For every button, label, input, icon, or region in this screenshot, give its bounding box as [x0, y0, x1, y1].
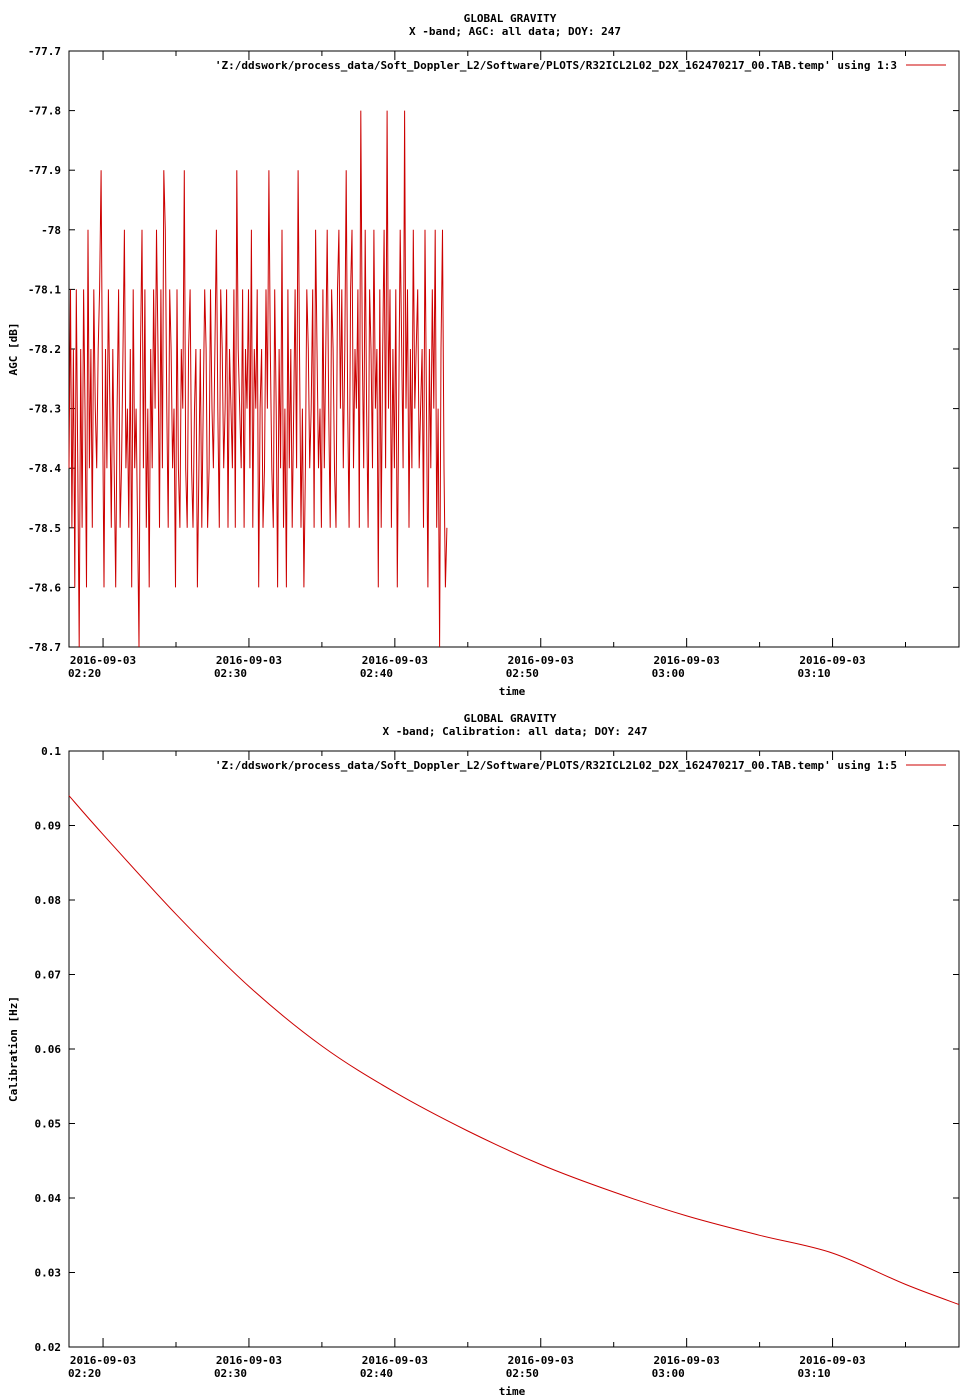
y-tick-label: -77.8: [28, 105, 61, 118]
y-tick-label: -77.7: [28, 45, 61, 58]
chart-subtitle: X -band; AGC: all data; DOY: 247: [409, 25, 621, 38]
x-tick-date-label: 2016-09-03: [799, 1354, 865, 1367]
x-axis-label: time: [499, 1385, 526, 1398]
y-tick-label: 0.04: [35, 1192, 62, 1205]
y-tick-label: 0.06: [35, 1043, 62, 1056]
series-line-calibration: [68, 795, 960, 1305]
y-tick-label: -78.7: [28, 641, 61, 654]
x-tick-date-label: 2016-09-03: [654, 1354, 720, 1367]
y-tick-label: 0.07: [35, 969, 62, 982]
y-tick-label: -78.5: [28, 522, 61, 535]
x-tick-time-label: 03:10: [798, 1367, 831, 1380]
y-tick-label: -78.1: [28, 283, 61, 296]
agc-chart: GLOBAL GRAVITY X -band; AGC: all data; D…: [7, 12, 960, 698]
legend-label: 'Z:/ddswork/process_data/Soft_Doppler_L2…: [215, 759, 897, 772]
x-tick-time-label: 02:30: [214, 1367, 247, 1380]
x-tick-date-label: 2016-09-03: [508, 654, 574, 667]
chart-title: GLOBAL GRAVITY: [464, 712, 557, 725]
y-tick-label: 0.02: [35, 1341, 62, 1354]
y-axis-label: AGC [dB]: [7, 323, 20, 376]
x-tick-date-label: 2016-09-03: [70, 1354, 136, 1367]
x-tick-time-label: 02:20: [68, 1367, 101, 1380]
y-tick-label: -78.3: [28, 403, 61, 416]
x-tick-time-label: 02:50: [506, 1367, 539, 1380]
plot-frame: [68, 750, 960, 1348]
legend-label: 'Z:/ddswork/process_data/Soft_Doppler_L2…: [215, 59, 897, 72]
y-axis-label: Calibration [Hz]: [7, 996, 20, 1102]
y-tick-label: -78: [41, 224, 61, 237]
y-tick-label: -78.6: [28, 581, 61, 594]
x-tick-date-label: 2016-09-03: [362, 1354, 428, 1367]
x-tick-date-label: 2016-09-03: [216, 1354, 282, 1367]
x-tick-time-label: 03:10: [798, 667, 831, 680]
x-tick-date-label: 2016-09-03: [654, 654, 720, 667]
y-tick-label: 0.08: [35, 894, 62, 907]
x-tick-date-label: 2016-09-03: [508, 1354, 574, 1367]
x-tick-date-label: 2016-09-03: [362, 654, 428, 667]
calibration-chart: GLOBAL GRAVITY X -band; Calibration: all…: [7, 712, 960, 1398]
series-line-agc: [68, 110, 448, 648]
y-tick-label: 0.09: [35, 820, 62, 833]
x-tick-date-label: 2016-09-03: [70, 654, 136, 667]
plot-frame: [68, 50, 960, 648]
x-tick-time-label: 03:00: [652, 1367, 685, 1380]
y-tick-label: -78.4: [28, 462, 61, 475]
y-tick-label: 0.1: [41, 745, 61, 758]
y-tick-label: -78.2: [28, 343, 61, 356]
x-tick-date-label: 2016-09-03: [799, 654, 865, 667]
x-axis-label: time: [499, 685, 526, 698]
y-axis: -77.7 -77.8 -77.9 -78 -78.1 -78.2 -78.3 -78.4 -7…: [28, 45, 959, 654]
chart-title: GLOBAL GRAVITY: [464, 12, 557, 25]
x-tick-time-label: 02:30: [214, 667, 247, 680]
y-tick-label: 0.05: [35, 1118, 62, 1131]
x-axis: 2016-09-0302:202016-09-0302:302016-09-03…: [68, 751, 907, 1380]
x-tick-time-label: 02:20: [68, 667, 101, 680]
x-tick-time-label: 02:50: [506, 667, 539, 680]
x-tick-time-label: 02:40: [360, 1367, 393, 1380]
x-tick-time-label: 02:40: [360, 667, 393, 680]
y-axis: 0.1 0.09 0.08 0.07 0.06 0.05 0.04 0.03 0.02: [35, 745, 959, 1354]
y-tick-label: 0.03: [35, 1267, 62, 1280]
x-axis: 2016-09-0302:202016-09-0302:302016-09-03…: [68, 51, 907, 680]
x-tick-time-label: 03:00: [652, 667, 685, 680]
x-tick-date-label: 2016-09-03: [216, 654, 282, 667]
chart-subtitle: X -band; Calibration: all data; DOY: 247: [383, 725, 648, 738]
y-tick-label: -77.9: [28, 164, 61, 177]
